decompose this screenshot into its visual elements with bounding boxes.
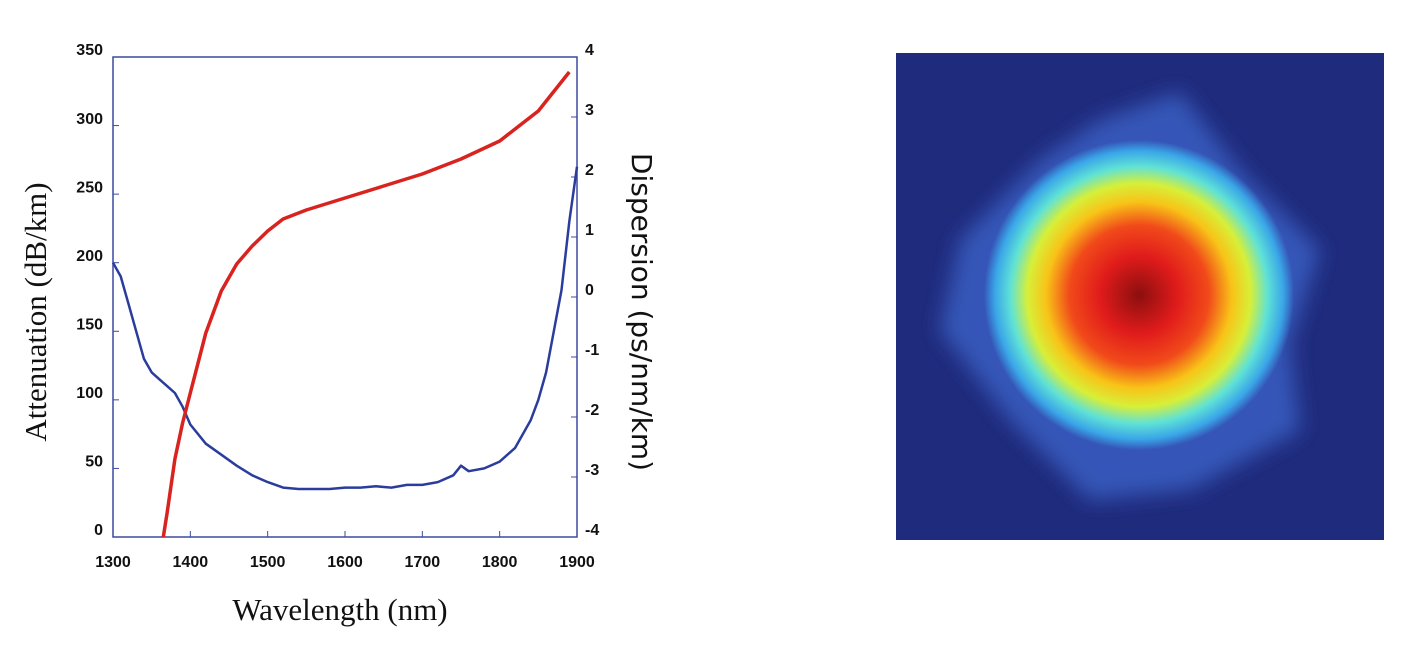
x-tick-label: 1600 — [327, 554, 363, 571]
y-tick-label: 100 — [76, 385, 103, 402]
mode-image — [896, 53, 1384, 540]
y-tick-label: 200 — [76, 248, 103, 265]
y-tick-label: 250 — [76, 179, 103, 196]
y-tick-label: 50 — [85, 454, 103, 471]
y2-tick-label: -3 — [585, 462, 599, 479]
y2-axis-title: Dispersion (ps/nm/km) — [625, 153, 658, 471]
x-tick-label: 1800 — [482, 554, 518, 571]
y-tick-label: 300 — [76, 111, 103, 128]
y2-tick-label: 0 — [585, 282, 594, 299]
y2-tick-label: 3 — [585, 102, 594, 119]
x-tick-label: 1400 — [173, 554, 209, 571]
series-line — [111, 166, 579, 491]
x-tick-label: 1500 — [250, 554, 286, 571]
y2-tick-label: 2 — [585, 162, 594, 179]
y2-tick-label: -4 — [585, 522, 599, 539]
y-tick-label: 0 — [94, 522, 103, 539]
y-tick-label: 150 — [76, 317, 103, 334]
y-axis-title: Attenuation (dB/km) — [18, 182, 53, 441]
y2-tick-label: 1 — [585, 222, 594, 239]
series-line — [161, 70, 571, 538]
y2-tick-label: -1 — [585, 342, 599, 359]
x-tick-label: 1300 — [95, 554, 131, 571]
x-axis-title: Wavelength (nm) — [232, 592, 447, 627]
y-tick-label: 350 — [76, 42, 103, 59]
y2-tick-label: -2 — [585, 402, 599, 419]
x-tick-label: 1900 — [559, 554, 595, 571]
y2-tick-label: 4 — [585, 42, 594, 59]
x-tick-label: 1700 — [405, 554, 441, 571]
plot-frame — [112, 56, 578, 538]
